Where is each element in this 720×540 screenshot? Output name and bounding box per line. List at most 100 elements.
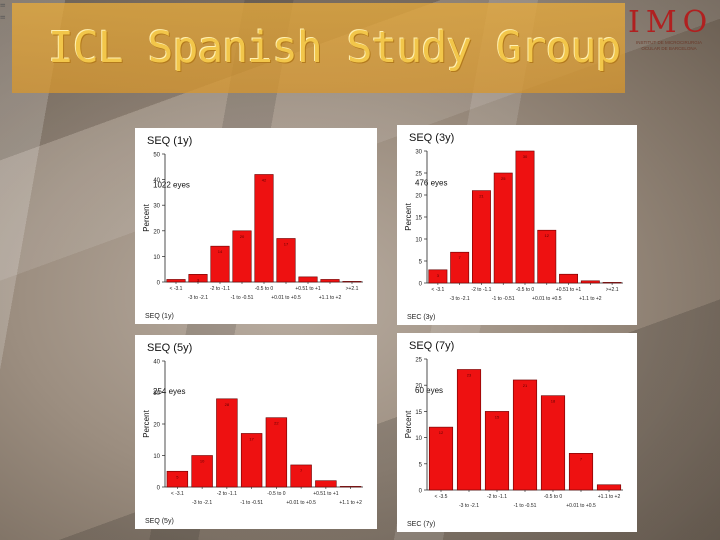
x-tick-label: -1 to -0.51 — [240, 500, 263, 506]
x-tick-label: +0.51 to +1 — [313, 491, 339, 497]
x-axis-label: SEQ (1y) — [145, 313, 174, 320]
x-tick-label: -2 to -1.1 — [217, 491, 237, 497]
x-tick-label: -2 to -1.1 — [471, 287, 491, 293]
sample-size-annotation: 60 eyes — [415, 386, 443, 395]
sample-size-annotation: 1022 eyes — [153, 181, 190, 190]
bar-7 — [339, 486, 362, 488]
y-tick-label: 30 — [153, 204, 160, 210]
x-tick-label: < -3.1 — [171, 491, 184, 497]
bar-value-label: 25 — [501, 176, 506, 181]
sample-size-annotation: 254 eyes — [153, 387, 185, 396]
x-tick-label: +1.1 to +2 — [598, 494, 621, 500]
x-tick-label: +0.01 to +0.5 — [566, 503, 596, 509]
imo-logo: IMO INSTITUT DE MICROCIRURGIA OCULAR DE … — [628, 6, 710, 66]
x-tick-label: -0.5 to 0 — [267, 491, 286, 497]
y-tick-label: 0 — [419, 489, 423, 495]
x-tick-label: -3 to -2.1 — [188, 295, 208, 301]
x-tick-label: -1 to -0.51 — [231, 295, 254, 301]
x-tick-label: < -3.5 — [435, 494, 448, 500]
logo-subtitle: INSTITUT DE MICROCIRURGIA OCULAR DE BARC… — [636, 40, 702, 51]
chart-title: SEQ (1y) — [147, 135, 192, 147]
bar-value-label: 23 — [467, 372, 472, 377]
bar-value-label: 17 — [284, 241, 289, 246]
x-tick-label: -2 to -1.1 — [210, 286, 230, 292]
bar-value-label: 42 — [262, 177, 267, 182]
x-tick-label: +1.1 to +2 — [339, 500, 362, 506]
bar-7 — [320, 279, 340, 283]
bar-value-label: 10 — [200, 459, 205, 464]
y-tick-label: 20 — [153, 423, 160, 429]
bar-3 — [493, 172, 513, 284]
x-tick-label: -3 to -2.1 — [459, 503, 479, 509]
bar-2 — [484, 411, 510, 491]
chart-panel-1y: SEQ (1y) Percent SEQ (1y) 1022 eyes 0 10 20 30 4… — [135, 128, 377, 324]
y-tick-label: 50 — [153, 153, 160, 159]
bar-6 — [596, 484, 622, 491]
bar-6 — [315, 480, 337, 488]
bar-value-label: 30 — [523, 154, 528, 159]
bar-4 — [540, 395, 566, 491]
x-tick-label: +0.51 to +1 — [295, 286, 321, 292]
x-tick-label: -0.5 to 0 — [516, 287, 535, 293]
bar-value-label: 7 — [580, 456, 583, 461]
y-tick-label: 0 — [157, 281, 161, 287]
bar-0 — [428, 426, 454, 491]
x-tick-label: +1.1 to +2 — [319, 295, 342, 301]
bar-6 — [559, 273, 579, 284]
bar-value-label: 20 — [240, 234, 245, 239]
bar-value-label: 15 — [495, 414, 500, 419]
chart-panel-5y: SEQ (5y) Percent SEQ (5y) 254 eyes 0 10 20 30 40… — [135, 335, 377, 529]
x-tick-label: +0.51 to +1 — [556, 287, 582, 293]
y-tick-label: 25 — [415, 172, 422, 178]
y-tick-label: 15 — [415, 216, 422, 222]
bar-value-label: 17 — [249, 436, 254, 441]
logo-text: IMO — [628, 5, 714, 40]
bar-7 — [580, 280, 600, 284]
chart-title: SEQ (7y) — [409, 340, 454, 352]
chart-5y: SEQ (5y) Percent SEQ (5y) 254 eyes 0 10 20 30 40… — [142, 342, 363, 525]
sample-size-annotation: 476 eyes — [415, 178, 447, 187]
y-tick-label: 30 — [415, 150, 422, 156]
bar-0 — [166, 279, 186, 283]
y-axis-label: Percent — [404, 202, 413, 230]
chart-1y: SEQ (1y) Percent SEQ (1y) 1022 eyes 0 10 20 30 4… — [142, 135, 363, 320]
bar-8 — [602, 282, 622, 284]
bar-2 — [471, 190, 491, 284]
y-tick-label: 10 — [415, 238, 422, 244]
chart-panel-7y: SEQ (7y) Percent SEC (7y) 60 eyes 0 5 10 15 20 25… — [397, 333, 637, 532]
x-tick-label: -2 to -1.1 — [487, 494, 507, 500]
bar-value-label: 21 — [523, 383, 528, 388]
x-axis-label: SEC (3y) — [407, 314, 435, 321]
bar-value-label: 21 — [479, 194, 484, 199]
bar-value-label: 22 — [274, 421, 279, 426]
y-tick-label: 25 — [415, 358, 422, 364]
y-tick-label: 5 — [419, 260, 423, 266]
y-tick-label: 15 — [415, 410, 422, 416]
bar-6 — [298, 276, 318, 283]
bar-3 — [512, 379, 538, 491]
y-tick-label: 30 — [153, 391, 160, 397]
y-tick-label: 40 — [153, 360, 160, 366]
left-edge-marks: = = — [0, 1, 6, 23]
x-tick-label: < -3.1 — [431, 287, 444, 293]
x-tick-label: -0.5 to 0 — [544, 494, 563, 500]
chart-panel-3y: SEQ (3y) Percent SEC (3y) 476 eyes 0 5 10 15 20 2… — [397, 125, 637, 325]
x-tick-label: -3 to -2.1 — [192, 500, 212, 506]
bar-value-label: 7 — [300, 468, 303, 473]
y-tick-label: 0 — [157, 486, 161, 492]
x-axis-label: SEC (7y) — [407, 521, 435, 528]
x-tick-label: -0.5 to 0 — [255, 286, 274, 292]
bar-value-label: 28 — [225, 402, 230, 407]
y-tick-label: 40 — [153, 178, 160, 184]
bar-8 — [342, 281, 362, 283]
y-axis-label: Percent — [142, 409, 151, 437]
x-tick-label: -3 to -2.1 — [450, 296, 470, 302]
y-tick-label: 20 — [415, 194, 422, 200]
bar-4 — [265, 417, 288, 488]
x-axis-label: SEQ (5y) — [145, 518, 174, 525]
chart-title: SEQ (5y) — [147, 342, 192, 354]
y-tick-label: 0 — [419, 282, 423, 288]
bar-value-label: 5 — [176, 474, 179, 479]
page-title: ICL Spanish Study Group — [48, 23, 621, 73]
chart-title: SEQ (3y) — [409, 132, 454, 144]
